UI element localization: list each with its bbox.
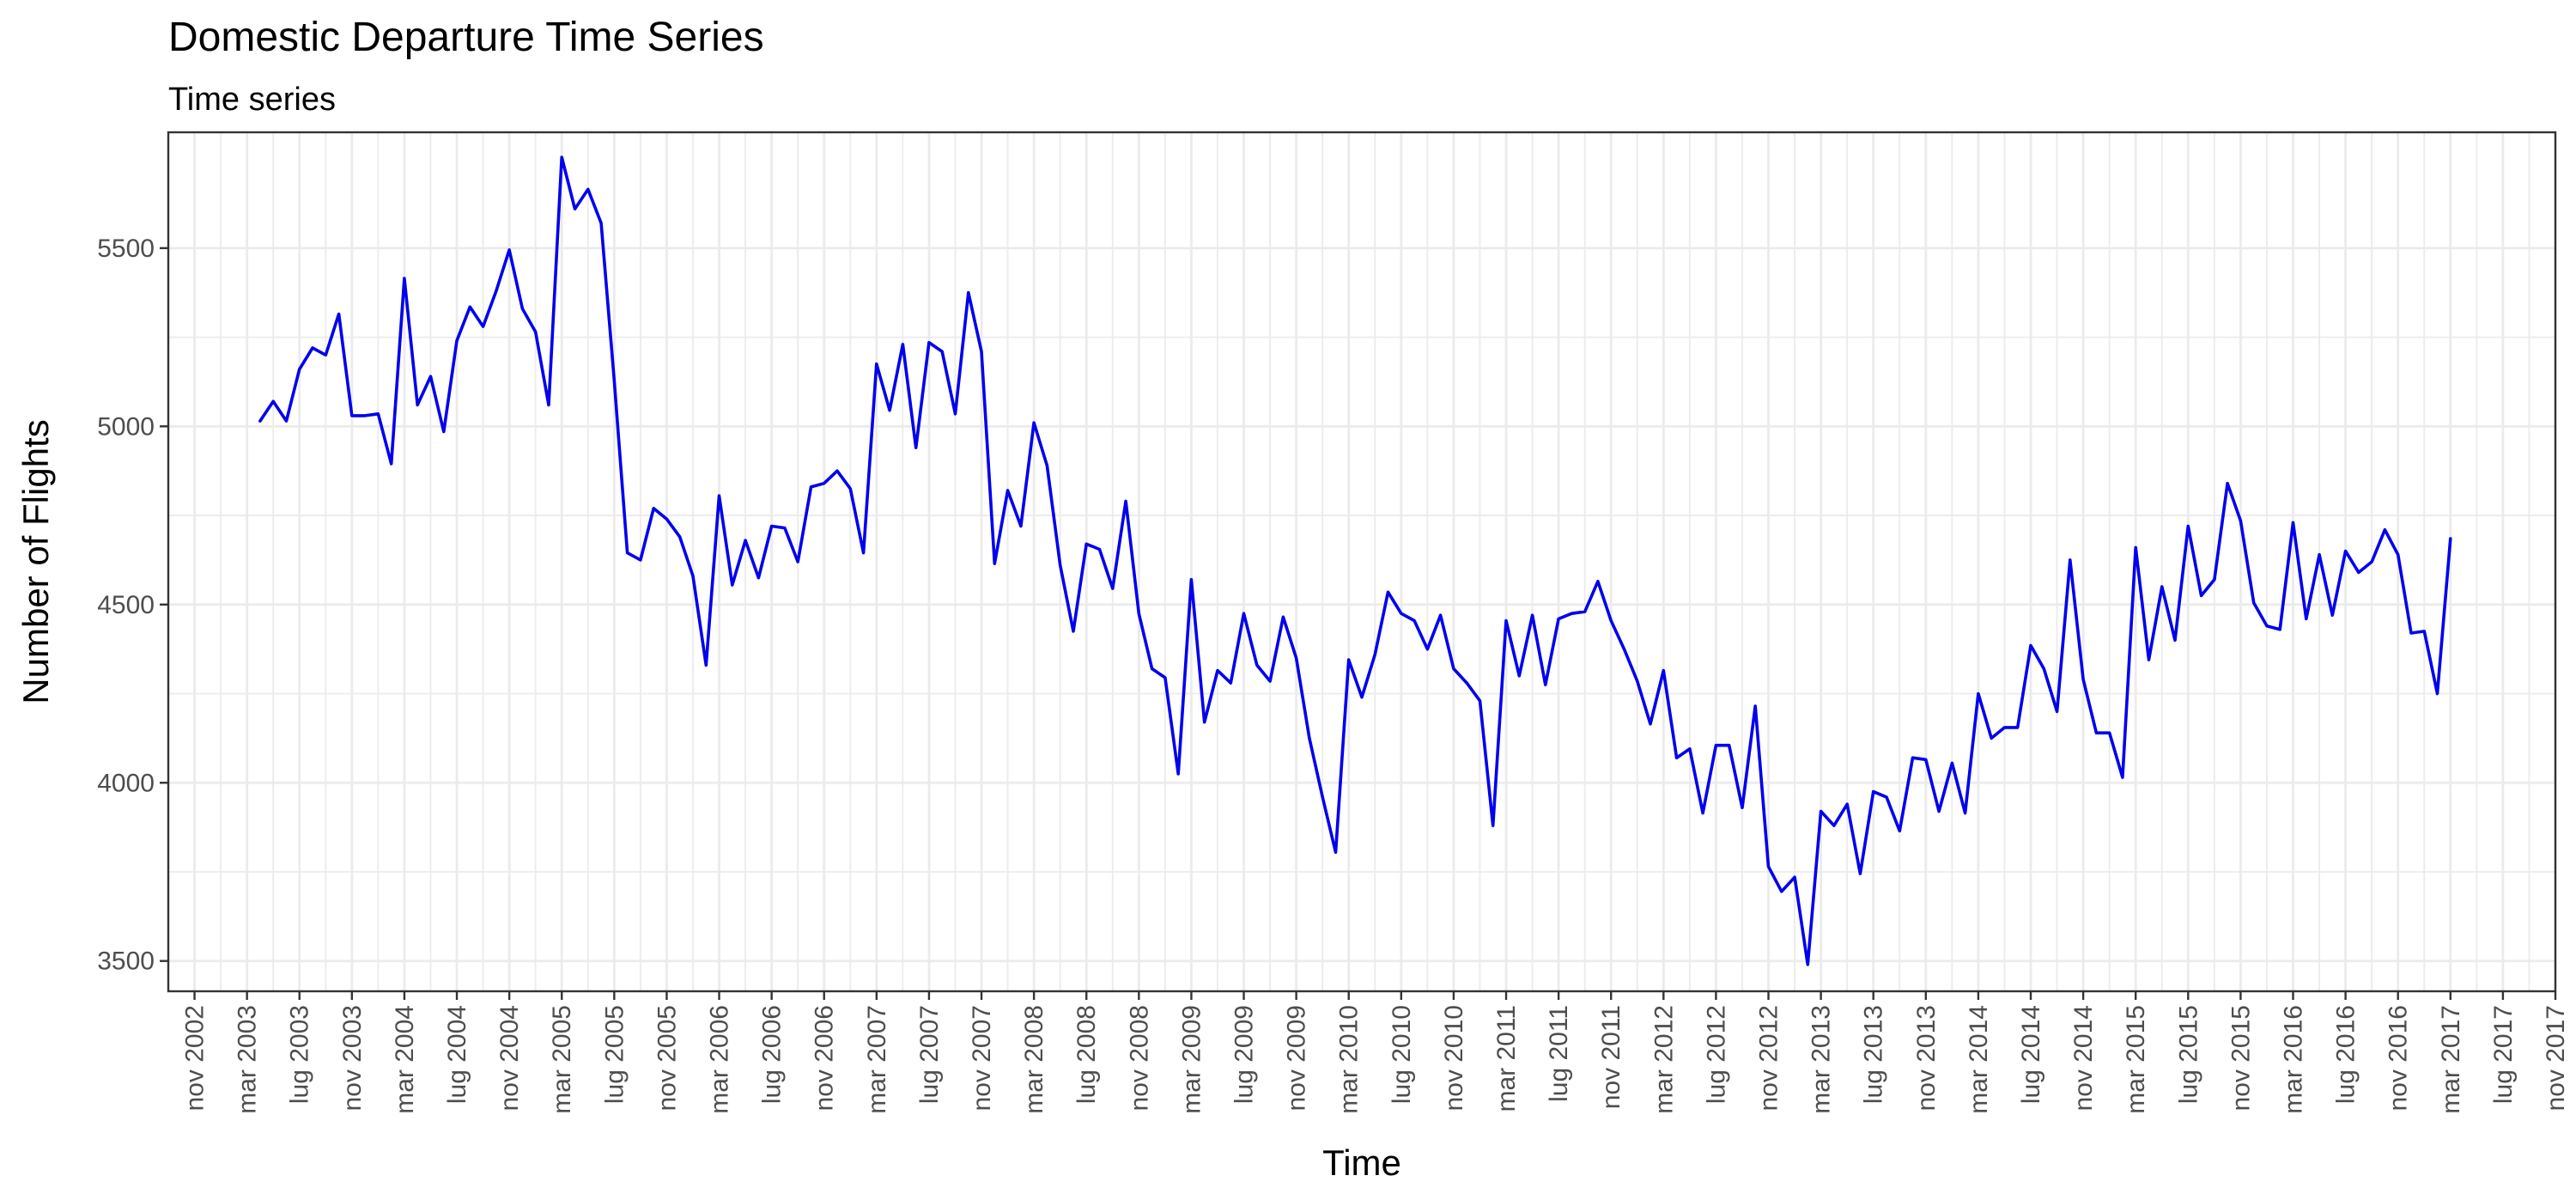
x-tick-label: mar 2017: [2437, 1005, 2465, 1114]
x-tick-label: nov 2017: [2542, 1005, 2570, 1111]
x-tick-label: mar 2005: [548, 1005, 576, 1114]
x-tick-label: nov 2010: [1440, 1005, 1468, 1111]
x-tick-label: nov 2008: [1125, 1005, 1153, 1111]
x-tick-label: lug 2013: [1860, 1005, 1888, 1104]
chart-title: Domestic Departure Time Series: [168, 15, 764, 60]
x-tick-label: nov 2016: [2385, 1005, 2413, 1111]
x-tick-label: lug 2007: [915, 1005, 944, 1104]
x-tick-label: lug 2011: [1545, 1005, 1573, 1102]
x-tick-label: lug 2010: [1388, 1005, 1416, 1104]
x-tick-label: mar 2006: [706, 1005, 734, 1114]
x-tick-label: lug 2016: [2332, 1005, 2360, 1104]
x-tick-label: nov 2011: [1597, 1005, 1625, 1109]
x-tick-label: nov 2014: [2069, 1005, 2098, 1111]
y-axis-title: Number of Flights: [15, 419, 56, 704]
series-layer: [258, 155, 2452, 966]
x-tick-label: nov 2002: [181, 1005, 210, 1111]
x-tick-label: mar 2009: [1177, 1005, 1206, 1114]
x-tick-label: nov 2005: [653, 1005, 681, 1111]
x-tick-label: lug 2008: [1072, 1005, 1101, 1104]
x-tick-label: mar 2016: [2280, 1005, 2308, 1114]
x-tick-label: mar 2008: [1020, 1005, 1048, 1114]
x-tick-label: lug 2006: [758, 1005, 787, 1104]
x-tick-label: nov 2015: [2227, 1005, 2255, 1111]
x-tick-label: lug 2014: [2017, 1005, 2045, 1104]
x-tick-label: mar 2010: [1335, 1005, 1364, 1114]
chart-subtitle: Time series: [168, 82, 336, 118]
x-tick-label: nov 2012: [1755, 1005, 1783, 1111]
x-tick-label: mar 2014: [1965, 1005, 1993, 1114]
panel-border: [167, 131, 2557, 993]
y-tick-label: 3500: [97, 947, 155, 976]
x-tick-label: lug 2004: [443, 1005, 471, 1104]
x-axis: nov 2002 mar 2003 lug 2003 nov 2003 mar 2004…: [181, 991, 2570, 1114]
x-tick-label: nov 2003: [338, 1005, 367, 1111]
x-tick-label: mar 2004: [391, 1005, 419, 1114]
x-tick-label: mar 2003: [234, 1005, 262, 1114]
x-tick-label: nov 2004: [495, 1005, 524, 1111]
y-tick-label: 5000: [97, 412, 155, 441]
x-tick-label: mar 2015: [2122, 1005, 2150, 1114]
x-tick-label: lug 2009: [1230, 1005, 1259, 1104]
x-tick-label: lug 2015: [2174, 1005, 2202, 1104]
x-tick-label: mar 2012: [1649, 1005, 1678, 1114]
grid: [168, 132, 2557, 991]
x-axis-title: Time: [1322, 1142, 1401, 1183]
series-line: [258, 155, 2452, 966]
y-tick-label: 5500: [97, 235, 155, 263]
y-tick-label: 4500: [97, 591, 155, 619]
x-tick-label: lug 2017: [2489, 1005, 2518, 1104]
x-tick-label: mar 2013: [1807, 1005, 1836, 1114]
x-tick-label: nov 2007: [968, 1005, 996, 1111]
x-tick-label: lug 2003: [286, 1005, 314, 1104]
x-tick-label: nov 2013: [1912, 1005, 1941, 1111]
x-tick-label: lug 2012: [1702, 1005, 1730, 1104]
y-axis: 3500 4000 4500 5000 5500: [97, 235, 168, 976]
x-tick-label: lug 2005: [600, 1005, 629, 1104]
x-tick-label: mar 2011: [1492, 1005, 1521, 1112]
y-tick-label: 4000: [97, 769, 155, 797]
x-tick-label: nov 2006: [811, 1005, 839, 1111]
x-tick-label: mar 2007: [863, 1005, 891, 1114]
x-tick-label: nov 2009: [1283, 1005, 1311, 1111]
